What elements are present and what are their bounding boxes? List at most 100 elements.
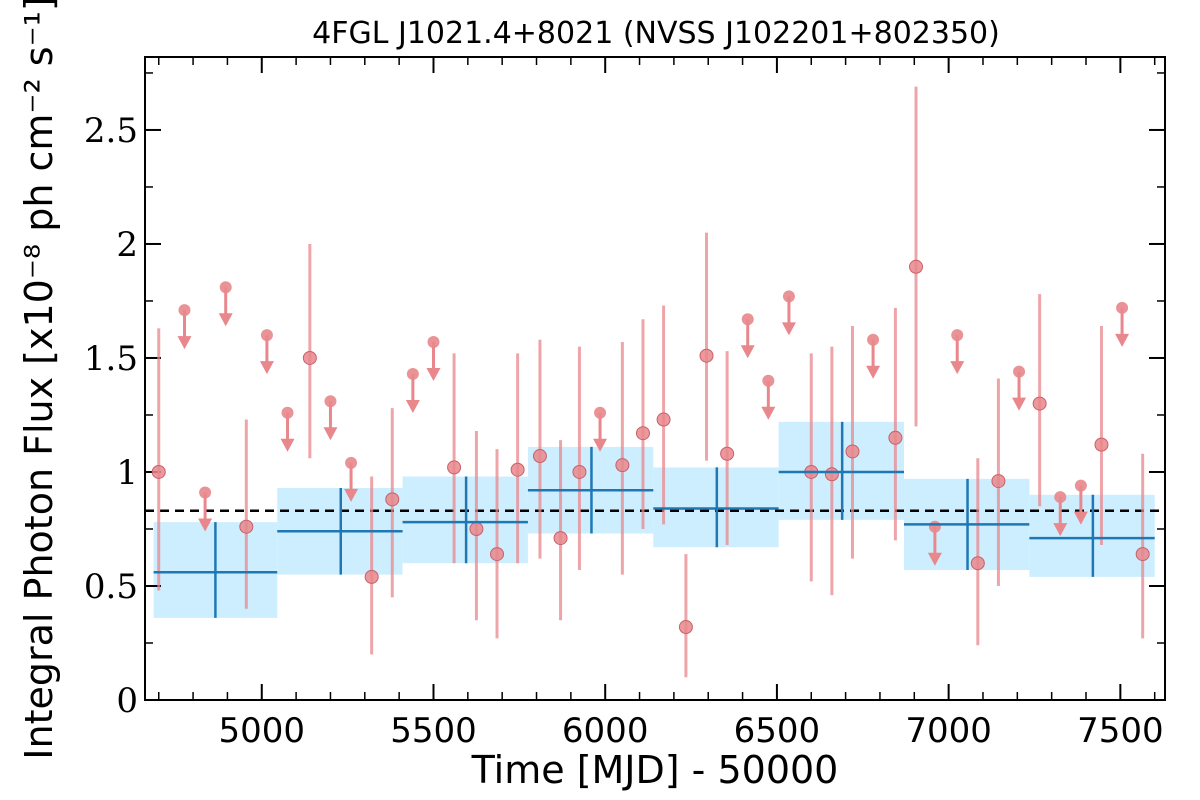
x-tick-label: 6000 [562,711,649,751]
detection-point [1094,437,1109,452]
upper-limit-7 [405,367,420,413]
upper-limit-point [1054,491,1067,504]
detection-1 [239,419,254,609]
x-tick-label: 7500 [1077,711,1164,751]
upper-limit-3 [259,329,274,375]
y-tick-label: 2 [116,225,138,265]
upper-limit-arrow [927,552,942,566]
y-tick-label: 1.5 [84,339,138,379]
detection-18 [804,353,819,582]
detection-point [970,556,985,571]
detection-7 [490,449,505,639]
bin-marker-3 [527,446,654,534]
bin-marker-5 [778,421,904,520]
upper-limit-arrow [198,518,213,532]
detection-point [909,259,924,274]
upper-limit-10 [740,313,755,359]
detection-15 [678,554,693,678]
detection-point [678,620,693,635]
upper-limit-arrow [1053,523,1068,537]
y-axis-label: Integral Photon Flux [x10⁻⁸ ph cm⁻² s⁻¹] [17,0,61,760]
upper-limit-point [324,395,337,408]
detection-point [824,467,839,482]
detection-point [991,474,1006,489]
upper-limit-9 [593,406,608,452]
detection-8 [510,353,525,564]
x-tick-label: 5000 [219,711,306,751]
upper-limit-point [782,290,795,303]
upper-limit-19 [1115,301,1130,347]
upper-limit-point [260,329,273,342]
bin-marker-2 [402,476,528,564]
detection-point [656,412,671,427]
detection-16 [699,232,714,461]
upper-limit-8 [426,336,441,382]
upper-limit-point [762,374,775,387]
upper-limit-point [281,406,294,419]
detection-point [151,464,166,479]
upper-limit-arrow [740,345,755,359]
detection-6 [469,430,484,621]
x-tick-label: 6500 [734,711,821,751]
detection-22 [909,86,924,427]
tick-labels: 5000 5500 6000 6500 7000 7500 0 0.5 1 1.5 2 2.5 [84,111,1164,751]
upper-limit-arrow [344,488,359,502]
detection-24 [991,378,1006,586]
y-tick-label: 0.5 [84,567,138,607]
upper-limit-arrow [280,438,295,452]
detection-3 [364,476,379,655]
detection-point [1135,547,1150,562]
y-tick-label: 0 [116,681,138,721]
detection-12 [615,342,630,575]
upper-limit-arrow [259,361,274,375]
detection-point [364,569,379,584]
bin-marker-6 [903,478,1030,571]
upper-limit-point [867,333,880,346]
x-tick-label: 7000 [905,711,992,751]
upper-limit-1 [198,486,213,532]
upper-limit-point [199,486,212,499]
detection-point [635,426,650,441]
y-tick-label: 2.5 [84,111,138,151]
upper-limit-point [741,313,754,326]
detection-0 [151,328,166,591]
bin-marker-4 [653,467,779,548]
detection-25 [1032,294,1047,507]
bin-marker-0 [153,522,278,618]
y-tick-label: 1 [116,453,138,493]
detection-point [572,464,587,479]
detection-10 [553,440,568,621]
detection-23 [970,458,985,646]
upper-limit-point [406,367,419,380]
upper-limit-arrow [405,399,420,413]
detection-14 [656,305,671,525]
upper-limit-17 [1053,491,1068,537]
upper-limit-arrow [218,313,233,327]
detection-21 [888,307,903,541]
bin-marker-1 [277,487,403,575]
upper-limit-arrow [1115,333,1130,347]
upper-limit-arrow [950,361,965,375]
detection-11 [572,346,587,571]
upper-limit-arrow [177,336,192,350]
detection-point [490,547,505,562]
detection-17 [720,351,735,545]
upper-limit-12 [781,290,796,336]
upper-limit-point [427,336,440,349]
detection-point [1032,396,1047,411]
detection-point [385,492,400,507]
upper-limit-arrow [781,322,796,336]
upper-limit-0 [177,304,192,350]
detection-13 [635,319,650,529]
upper-limit-16 [1012,365,1027,411]
detection-4 [385,408,400,598]
detection-point [469,521,484,536]
x-tick-label: 5500 [390,711,477,751]
upper-limit-point [178,304,191,317]
detection-2 [302,243,317,459]
detection-point [239,519,254,534]
upper-limit-point [928,520,941,533]
upper-limit-point [594,406,607,419]
data-points [151,86,1150,678]
